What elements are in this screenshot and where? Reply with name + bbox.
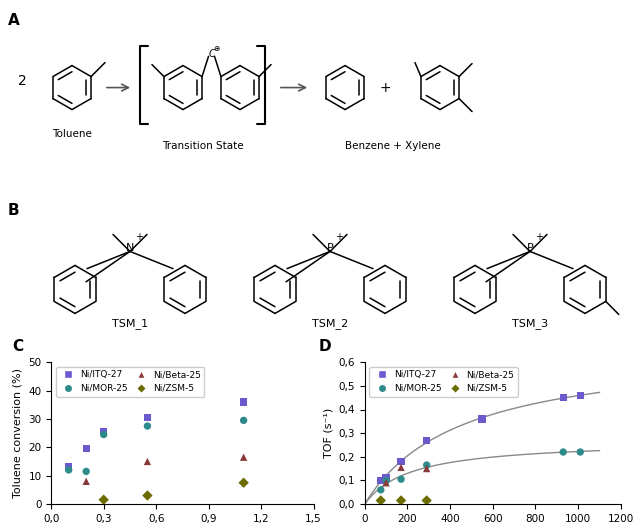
Point: [142, 413, 152, 422]
Point: [558, 394, 568, 402]
Text: C: C: [208, 49, 215, 59]
Point: [239, 479, 249, 487]
Point: [422, 465, 432, 472]
Text: Transition State: Transition State: [162, 141, 243, 151]
Text: A: A: [8, 13, 20, 27]
Point: [99, 496, 109, 504]
Point: [575, 391, 586, 400]
Point: [558, 448, 568, 456]
Point: [396, 475, 406, 484]
Text: TSM_3: TSM_3: [512, 318, 548, 329]
Text: B: B: [8, 203, 20, 218]
Text: TSM_1: TSM_1: [112, 318, 148, 329]
Point: [376, 476, 386, 485]
Text: D: D: [319, 339, 332, 354]
Text: +: +: [379, 80, 391, 94]
Point: [99, 427, 109, 436]
Point: [381, 476, 391, 485]
Text: P: P: [527, 244, 533, 254]
Point: [422, 436, 432, 444]
Text: +: +: [135, 233, 143, 243]
Point: [81, 477, 92, 486]
Point: [239, 416, 249, 425]
Point: [422, 461, 432, 469]
Text: C: C: [12, 339, 23, 354]
Point: [477, 415, 487, 423]
Text: P: P: [326, 244, 333, 254]
Point: [381, 474, 391, 482]
Text: Toluene: Toluene: [52, 129, 92, 139]
Text: N: N: [126, 244, 134, 254]
Y-axis label: Toluene conversion (%): Toluene conversion (%): [13, 368, 23, 498]
Text: +: +: [535, 233, 543, 243]
Text: Benzene + Xylene: Benzene + Xylene: [344, 141, 440, 151]
Point: [575, 448, 586, 456]
Point: [63, 463, 74, 471]
Point: [396, 457, 406, 466]
Legend: Ni/ITQ-27, Ni/MOR-25, Ni/Beta-25, Ni/ZSM-5: Ni/ITQ-27, Ni/MOR-25, Ni/Beta-25, Ni/ZSM…: [56, 367, 204, 396]
Text: ⊕: ⊕: [213, 44, 220, 53]
Point: [376, 496, 386, 505]
Point: [99, 430, 109, 439]
Legend: Ni/ITQ-27, Ni/MOR-25, Ni/Beta-25, Ni/ZSM-5: Ni/ITQ-27, Ni/MOR-25, Ni/Beta-25, Ni/ZSM…: [369, 367, 518, 396]
Point: [63, 466, 74, 474]
Text: 2: 2: [18, 74, 26, 88]
Point: [376, 486, 386, 494]
Point: [142, 422, 152, 430]
Text: TSM_2: TSM_2: [312, 318, 348, 329]
Point: [81, 467, 92, 476]
Point: [381, 479, 391, 487]
Point: [81, 445, 92, 453]
Point: [142, 457, 152, 466]
Point: [239, 398, 249, 406]
Text: +: +: [335, 233, 343, 243]
Point: [422, 496, 432, 505]
Point: [396, 496, 406, 505]
Point: [239, 453, 249, 461]
Y-axis label: TOF (s⁻¹): TOF (s⁻¹): [323, 408, 333, 458]
Point: [142, 491, 152, 500]
Point: [396, 463, 406, 471]
